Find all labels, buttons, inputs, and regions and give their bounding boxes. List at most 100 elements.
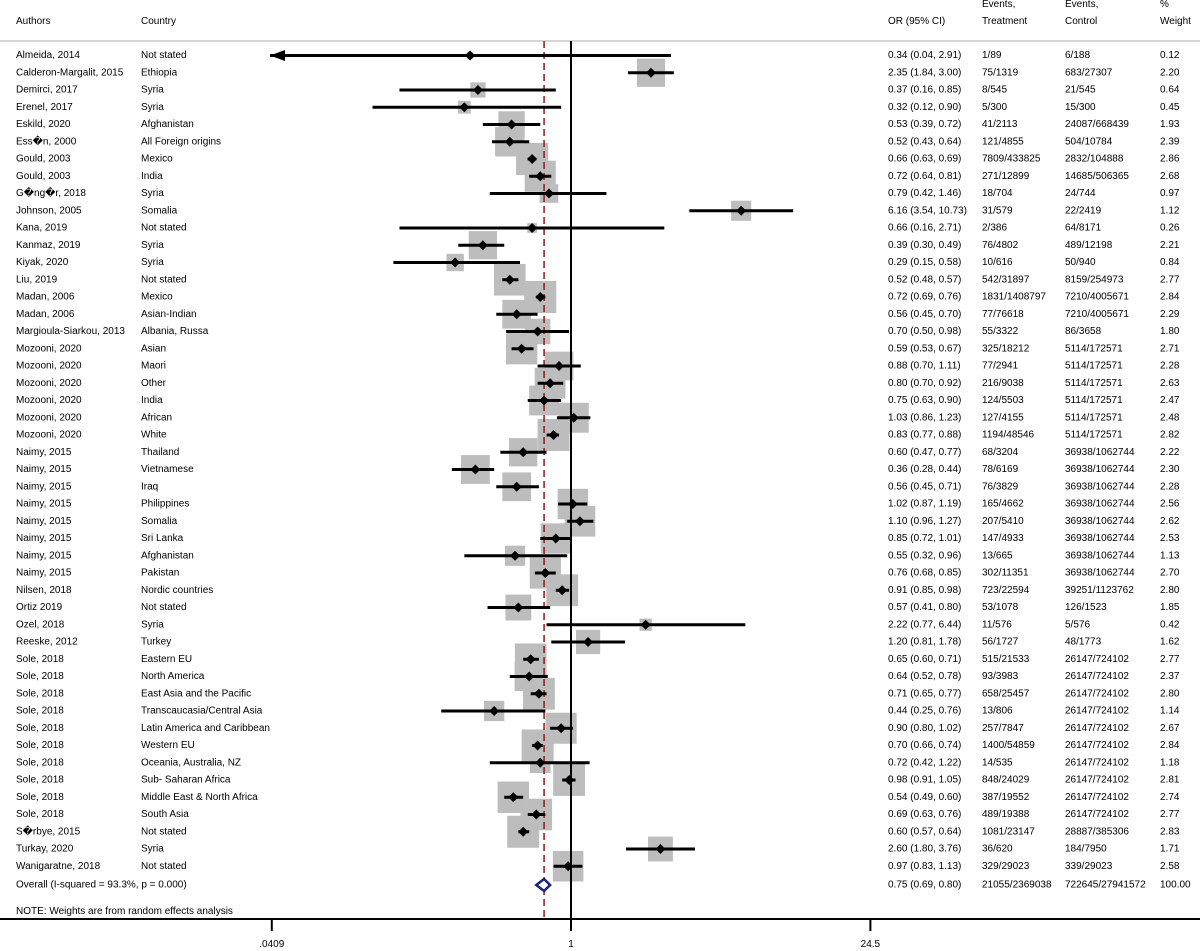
study-or-ci: 2.35 (1.84, 3.00): [888, 67, 961, 78]
study-events-treatment: 325/18212: [982, 343, 1030, 354]
study-weight: 2.58: [1160, 861, 1180, 872]
study-events-control: 48/1773: [1065, 637, 1102, 648]
study-country: Syria: [141, 844, 164, 855]
header-country: Country: [141, 16, 176, 27]
study-events-control: 26147/724102: [1065, 775, 1129, 786]
study-country: Vietnamese: [141, 464, 194, 475]
study-or-ci: 0.88 (0.70, 1.11): [888, 361, 961, 372]
header-or: OR (95% CI): [888, 16, 945, 27]
study-events-treatment: 93/3983: [982, 671, 1019, 682]
study-country: South Asia: [141, 809, 189, 820]
study-weight: 2.80: [1160, 688, 1180, 699]
study-author: Kiyak, 2020: [16, 257, 69, 268]
study-events-control: 26147/724102: [1065, 740, 1129, 751]
study-events-treatment: 387/19552: [982, 792, 1030, 803]
study-events-control: 26147/724102: [1065, 671, 1129, 682]
study-weight: 1.14: [1160, 706, 1180, 717]
study-events-control: 7210/4005671: [1065, 309, 1129, 320]
header-authors: Authors: [16, 16, 50, 27]
study-events-control: 15/300: [1065, 102, 1096, 113]
study-author: Eskild, 2020: [16, 119, 71, 130]
study-or-ci: 0.75 (0.63, 0.90): [888, 395, 961, 406]
point-estimate: [564, 775, 575, 785]
study-rows: Almeida, 2014 Not stated 0.34 (0.04, 2.91)…: [16, 50, 1180, 872]
study-events-treatment: 11/576: [982, 619, 1012, 630]
study-events-treatment: 41/2113: [982, 119, 1018, 130]
study-events-treatment: 302/11351: [982, 568, 1029, 579]
study-or-ci: 0.44 (0.25, 0.76): [888, 706, 961, 717]
study-country: East Asia and the Pacific: [141, 688, 251, 699]
study-events-treatment: 489/19388: [982, 809, 1030, 820]
study-weight: 0.12: [1160, 50, 1180, 61]
study-events-control: 683/27307: [1065, 67, 1113, 78]
study-country: India: [141, 171, 163, 182]
study-events-control: 28887/385306: [1065, 826, 1129, 837]
study-country: Not stated: [141, 274, 187, 285]
study-events-treatment: 1194/48546: [982, 430, 1035, 441]
study-weight: 0.42: [1160, 619, 1180, 630]
study-events-treatment: 18/704: [982, 188, 1013, 199]
study-events-control: 22/2419: [1065, 205, 1102, 216]
study-events-control: 339/29023: [1065, 861, 1113, 872]
study-author: Turkay, 2020: [16, 844, 74, 855]
study-author: S�rbye, 2015: [16, 824, 81, 837]
study-events-control: 489/12198: [1065, 240, 1113, 251]
study-or-ci: 0.39 (0.30, 0.49): [888, 240, 961, 251]
study-author: Demirci, 2017: [16, 85, 78, 96]
study-or-ci: 0.34 (0.04, 2.91): [888, 50, 961, 61]
point-estimate: [563, 861, 574, 872]
point-estimate: [459, 102, 470, 113]
study-country: Oceania, Australia, NZ: [141, 757, 241, 768]
study-weight: 2.56: [1160, 499, 1180, 510]
point-estimate: [470, 464, 481, 475]
study-or-ci: 0.32 (0.12, 0.90): [888, 102, 961, 113]
study-events-treatment: 55/3322: [982, 326, 1019, 337]
study-events-control: 7210/4005671: [1065, 292, 1129, 303]
study-weight: 2.77: [1160, 654, 1180, 665]
study-or-ci: 0.72 (0.42, 1.22): [888, 757, 961, 768]
study-country: Philippines: [141, 499, 189, 510]
study-events-control: 36938/1062744: [1065, 568, 1135, 579]
point-estimate: [524, 671, 535, 682]
study-or-ci: 1.02 (0.87, 1.19): [888, 499, 961, 510]
study-country: Maori: [141, 361, 166, 372]
study-events-control: 5/576: [1065, 619, 1090, 630]
study-weight: 0.97: [1160, 188, 1180, 199]
study-weight: 2.82: [1160, 430, 1180, 441]
study-country: North America: [141, 671, 205, 682]
study-author: Sole, 2018: [16, 671, 64, 682]
study-events-control: 26147/724102: [1065, 654, 1129, 665]
study-or-ci: 0.60 (0.57, 0.64): [888, 826, 961, 837]
study-country: Western EU: [141, 740, 195, 751]
study-events-control: 5114/172571: [1065, 395, 1123, 406]
study-author: Ortiz 2019: [16, 602, 63, 613]
study-country: Mexico: [141, 154, 173, 165]
study-events-control: 26147/724102: [1065, 706, 1129, 717]
point-estimate: [532, 326, 543, 337]
study-author: Gould, 2003: [16, 154, 71, 165]
study-or-ci: 0.64 (0.52, 0.78): [888, 671, 961, 682]
study-country: Syria: [141, 85, 164, 96]
study-country: All Foreign origins: [141, 136, 221, 147]
study-weight: 1.18: [1160, 757, 1180, 768]
study-or-ci: 0.66 (0.16, 2.71): [888, 223, 961, 234]
study-country: Syria: [141, 102, 164, 113]
study-or-ci: 6.16 (3.54, 10.73): [888, 205, 967, 216]
study-author: Naimy, 2015: [16, 516, 72, 527]
point-estimate: [535, 171, 546, 182]
point-estimate: [531, 809, 542, 820]
study-or-ci: 0.76 (0.68, 0.85): [888, 568, 961, 579]
study-author: Naimy, 2015: [16, 464, 72, 475]
study-or-ci: 0.37 (0.16, 0.85): [888, 85, 961, 96]
study-country: Somalia: [141, 516, 178, 527]
study-author: Naimy, 2015: [16, 447, 72, 458]
point-estimate: [535, 292, 546, 302]
overall-diamond: [534, 877, 552, 893]
study-weight: 1.85: [1160, 602, 1180, 613]
point-estimate: [504, 136, 515, 147]
study-weight: 0.64: [1160, 85, 1180, 96]
study-or-ci: 0.72 (0.64, 0.81): [888, 171, 961, 182]
study-events-treatment: 78/6169: [982, 464, 1019, 475]
study-country: Nordic countries: [141, 585, 213, 596]
study-events-treatment: 68/3204: [982, 447, 1019, 458]
